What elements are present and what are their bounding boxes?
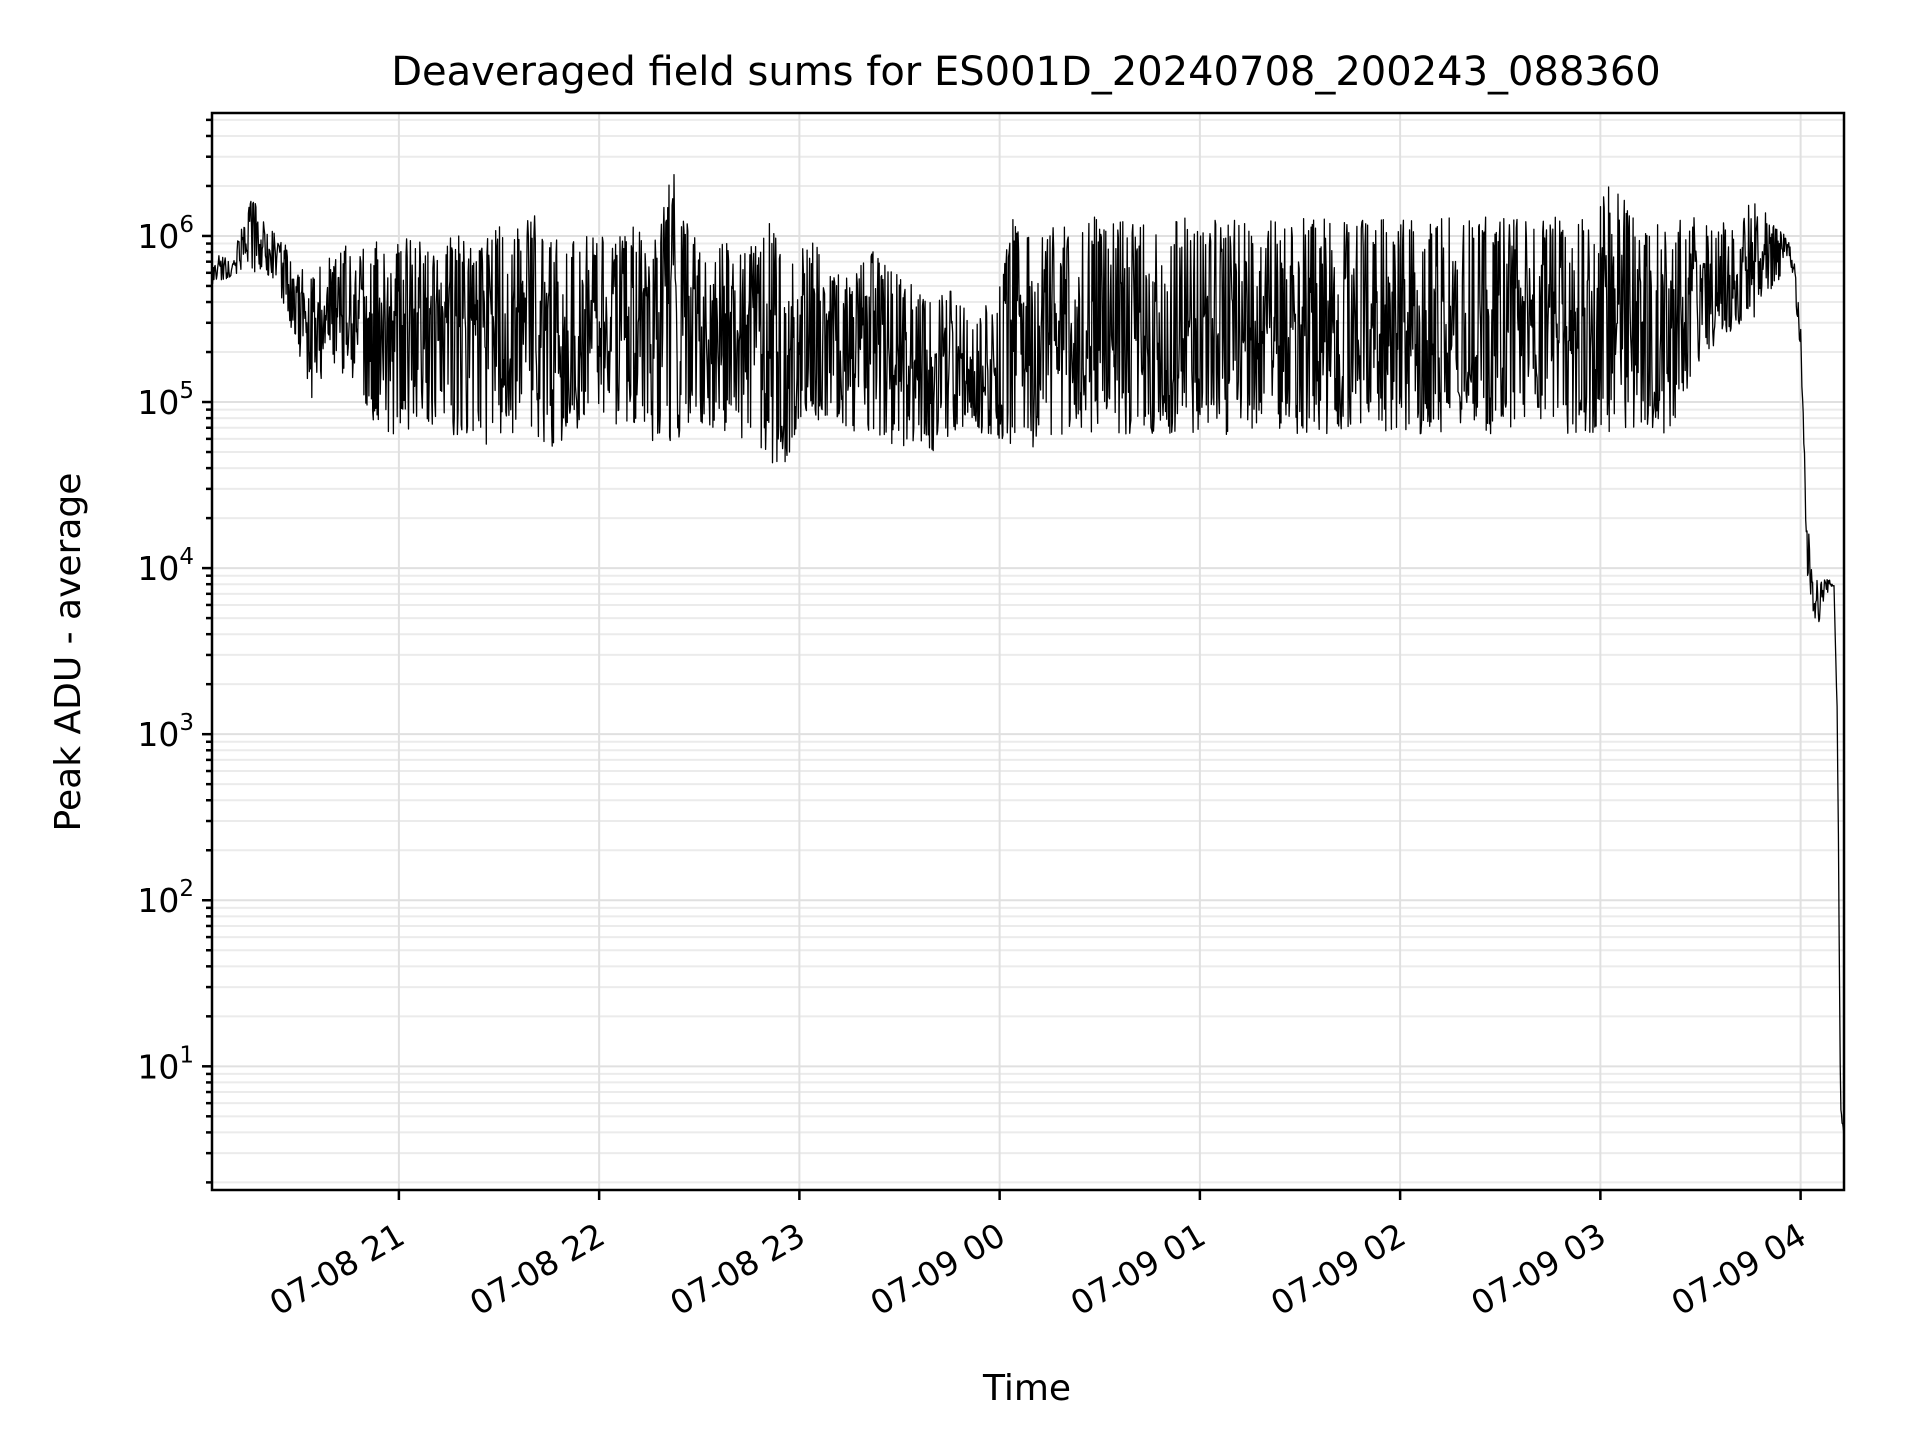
x-tick-label: 07-09 01 — [1064, 1215, 1212, 1323]
tick-layer: 101 102 103 104 105 106 07-08 21 07-08 22 07-08 … — [137, 118, 1813, 1323]
x-tick-label: 07-09 03 — [1464, 1215, 1612, 1323]
y-tick-label: 106 — [137, 212, 194, 256]
y-tick-label: 102 — [137, 876, 194, 920]
plot-frame — [210, 111, 1846, 1192]
y-tick-label: 103 — [137, 710, 194, 754]
y-tick-label: 104 — [137, 544, 194, 588]
x-tick-label: 07-09 04 — [1665, 1215, 1813, 1323]
x-tick-label: 07-08 22 — [463, 1215, 611, 1323]
x-tick-label: 07-09 00 — [864, 1215, 1012, 1323]
x-axis-label: Time — [982, 1368, 1071, 1409]
x-tick-label: 07-08 23 — [663, 1215, 811, 1323]
x-tick-label: 07-09 02 — [1264, 1215, 1412, 1323]
chart-title: Deaveraged field sums for ES001D_2024070… — [391, 49, 1661, 95]
y-axis-label: Peak ADU - average — [48, 473, 89, 832]
x-tick-label: 07-08 21 — [263, 1215, 411, 1323]
y-tick-label: 101 — [137, 1042, 194, 1086]
y-tick-label: 105 — [137, 378, 194, 422]
series-line — [211, 174, 1845, 1135]
